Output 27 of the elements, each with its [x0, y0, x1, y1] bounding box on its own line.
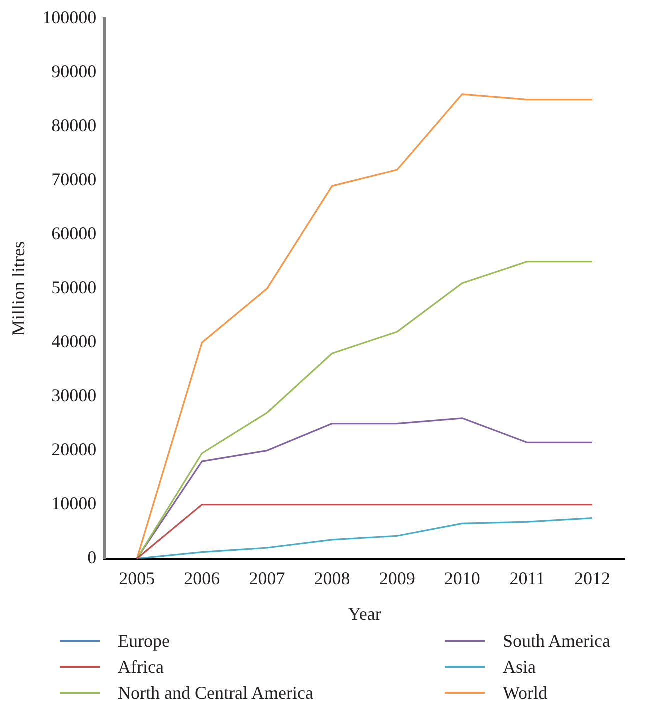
y-tick-label: 40000: [52, 332, 97, 352]
y-tick-label: 10000: [52, 494, 97, 514]
x-tick-label: 2005: [119, 568, 156, 588]
legend-label: World: [503, 682, 548, 704]
y-tick-label: 0: [88, 548, 97, 568]
y-axis-title: Million litres: [8, 242, 29, 336]
legend-label: Asia: [503, 656, 536, 678]
x-tick-label: 2007: [249, 568, 286, 588]
x-tick-label: 2010: [444, 568, 480, 588]
y-tick-label: 90000: [52, 62, 97, 82]
y-tick-label: 50000: [52, 278, 97, 298]
y-tick-label: 100000: [42, 8, 97, 28]
y-tick-label: 20000: [52, 440, 97, 460]
x-tick-label: 2011: [510, 568, 546, 588]
legend-label: Europe: [118, 630, 170, 652]
y-tick-label: 30000: [52, 386, 97, 406]
x-tick-label: 2009: [379, 568, 416, 588]
x-tick-label: 2008: [314, 568, 350, 588]
legend-label: North and Central America: [118, 682, 314, 704]
y-tick-label: 70000: [52, 170, 97, 190]
y-tick-label: 80000: [52, 116, 97, 136]
y-tick-label: 60000: [52, 224, 97, 244]
x-tick-label: 2012: [574, 568, 610, 588]
legend-label: South America: [503, 630, 610, 652]
x-axis-title: Year: [348, 604, 382, 624]
x-tick-label: 2006: [184, 568, 220, 588]
legend-label: Africa: [118, 656, 164, 678]
